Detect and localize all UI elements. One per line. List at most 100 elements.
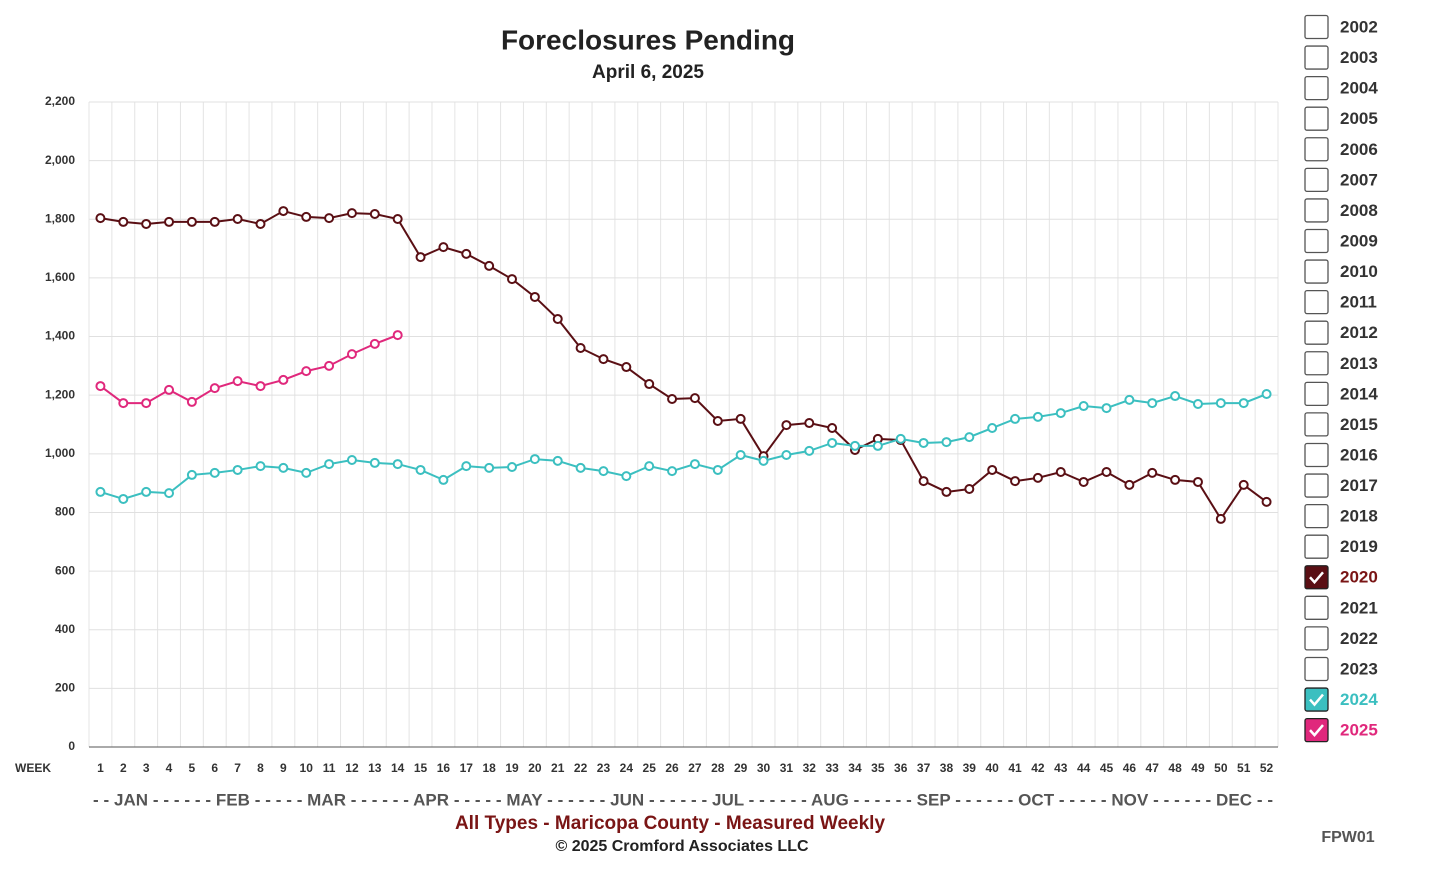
legend-checkbox[interactable] [1304,14,1329,40]
legend-checkbox[interactable] [1304,656,1329,682]
legend-label[interactable]: 2010 [1340,262,1378,281]
legend-checkbox[interactable] [1304,137,1329,162]
x-tick-label: 10 [300,761,314,775]
legend-checkbox[interactable] [1304,442,1329,468]
legend-label[interactable]: 2012 [1340,323,1378,342]
x-tick-label: 32 [803,761,817,775]
legend-checkbox[interactable] [1304,626,1329,651]
data-point [1147,467,1158,478]
data-point [415,464,426,475]
x-tick-label: 13 [368,761,382,775]
data-point [1078,401,1089,412]
y-tick-label: 1,000 [45,446,75,460]
legend-label[interactable]: 2003 [1340,48,1378,67]
data-point [598,354,609,365]
legend-label[interactable]: 2017 [1340,476,1378,495]
legend-checkbox[interactable] [1304,412,1329,437]
x-tick-label: 1 [97,761,104,775]
data-point [484,462,495,473]
legend-label[interactable]: 2019 [1340,537,1378,556]
legend-label[interactable]: 2018 [1340,507,1378,526]
legend-checkbox[interactable] [1304,75,1329,101]
data-point [529,291,540,302]
copyright: © 2025 Cromford Associates LLC [555,838,808,855]
legend-checkbox[interactable] [1304,198,1329,223]
data-point [255,218,266,229]
data-point [507,462,518,473]
x-tick-label: 27 [688,761,702,775]
legend-label[interactable]: 2023 [1340,659,1378,678]
data-point [95,213,106,224]
legend-checkbox[interactable] [1304,45,1329,70]
data-point [781,449,792,460]
x-tick-label: 14 [391,761,405,775]
x-tick-label: 29 [734,761,748,775]
x-tick-label: 36 [894,761,908,775]
legend-label[interactable]: 2020 [1340,568,1378,587]
legend-label[interactable]: 2025 [1340,721,1378,740]
legend-label[interactable]: 2024 [1340,690,1378,709]
legend-label[interactable]: 2009 [1340,231,1378,250]
legend-label[interactable]: 2013 [1340,354,1378,373]
data-point [804,418,815,429]
data-point [781,420,792,431]
y-tick-label: 2,200 [45,94,75,108]
legend-label[interactable]: 2015 [1340,415,1378,434]
legend-checkbox[interactable] [1304,320,1329,345]
x-tick-label: 31 [780,761,794,775]
data-point [987,423,998,434]
legend-label[interactable]: 2021 [1340,598,1378,617]
legend-checkbox[interactable] [1304,106,1329,131]
legend-checkbox[interactable] [1304,687,1329,712]
data-point [575,462,586,473]
data-point [1215,398,1226,409]
data-point [324,459,335,470]
x-tick-label: 26 [665,761,679,775]
data-point [987,464,998,475]
legend-checkbox[interactable] [1304,351,1329,376]
x-tick-label: 25 [643,761,657,775]
x-tick-label: 45 [1100,761,1114,775]
legend-checkbox[interactable] [1304,167,1329,193]
data-point [507,274,518,285]
x-tick-label: 18 [482,761,496,775]
legend-checkbox[interactable] [1304,717,1329,743]
x-tick-label: 21 [551,761,565,775]
data-point [895,433,906,444]
legend-label[interactable]: 2016 [1340,445,1378,464]
legend-label[interactable]: 2004 [1340,79,1378,98]
data-point [438,474,449,485]
legend-checkbox[interactable] [1304,259,1329,284]
x-tick-label: 28 [711,761,725,775]
legend-checkbox[interactable] [1304,473,1329,498]
legend-checkbox[interactable] [1304,503,1329,529]
x-tick-label: 49 [1191,761,1205,775]
legend-checkbox[interactable] [1304,289,1329,315]
chart-code: FPW01 [1321,829,1374,846]
legend-checkbox[interactable] [1304,228,1329,254]
legend-checkbox[interactable] [1304,595,1329,620]
legend-label[interactable]: 2005 [1340,109,1378,128]
data-point [1055,408,1066,419]
month-axis: - - JAN - - - - - - FEB - - - - - MAR - … [93,790,1273,809]
data-point [346,454,357,465]
x-tick-label: 47 [1146,761,1160,775]
legend-label[interactable]: 2008 [1340,201,1378,220]
legend-checkbox[interactable] [1304,565,1329,590]
legend-label[interactable]: 2007 [1340,170,1378,189]
legend-checkbox[interactable] [1304,534,1329,559]
legend-label[interactable]: 2011 [1340,293,1377,312]
data-point [232,376,243,387]
legend-label[interactable]: 2014 [1340,384,1378,403]
data-point [1215,513,1226,524]
data-point [392,459,403,470]
data-point [461,248,472,259]
data-point [918,437,929,448]
legend-checkbox[interactable] [1304,381,1329,406]
legend-label[interactable]: 2002 [1340,17,1378,36]
x-tick-label: 16 [437,761,451,775]
data-point [392,330,403,341]
legend-label[interactable]: 2006 [1340,140,1378,159]
data-point [1192,398,1203,409]
legend-label[interactable]: 2022 [1340,629,1378,648]
